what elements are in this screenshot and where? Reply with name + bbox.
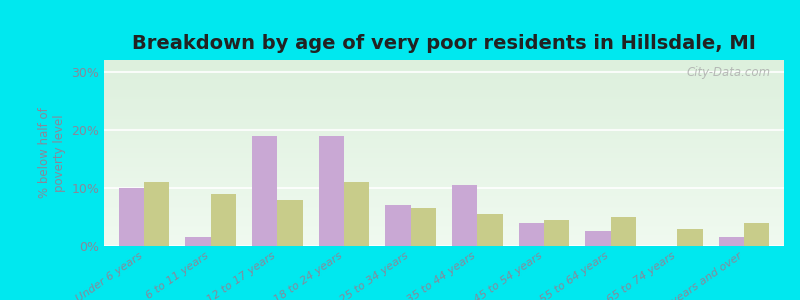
- Bar: [718, 237, 744, 246]
- Bar: [386, 205, 410, 246]
- Text: City-Data.com: City-Data.com: [686, 66, 770, 79]
- Bar: [478, 214, 502, 246]
- Bar: [186, 237, 210, 246]
- Bar: [278, 200, 302, 246]
- Bar: [744, 223, 770, 246]
- Y-axis label: % below half of
poverty level: % below half of poverty level: [38, 108, 66, 198]
- Bar: [518, 223, 544, 246]
- Bar: [252, 136, 278, 246]
- Title: Breakdown by age of very poor residents in Hillsdale, MI: Breakdown by age of very poor residents …: [132, 34, 756, 53]
- Bar: [544, 220, 570, 246]
- Bar: [452, 185, 478, 246]
- Bar: [210, 194, 236, 246]
- Bar: [318, 136, 344, 246]
- Bar: [144, 182, 170, 246]
- Bar: [586, 232, 610, 246]
- Bar: [118, 188, 144, 246]
- Bar: [610, 217, 636, 246]
- Bar: [410, 208, 436, 246]
- Bar: [678, 229, 702, 246]
- Bar: [344, 182, 370, 246]
